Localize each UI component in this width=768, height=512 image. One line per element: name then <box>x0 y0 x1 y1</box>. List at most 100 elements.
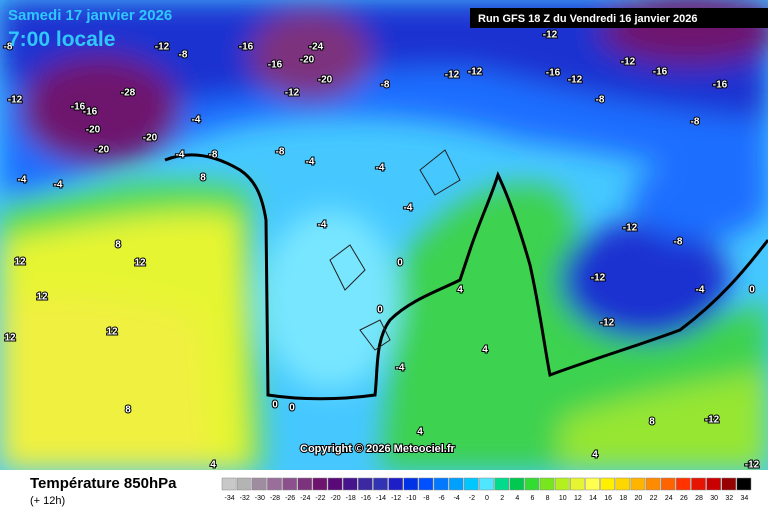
contour-label: -12 <box>568 75 583 86</box>
contour-label: -8 <box>674 237 683 248</box>
scale-swatch <box>297 477 313 491</box>
contour-label: -8 <box>596 95 605 106</box>
scale-swatch <box>252 477 267 491</box>
scale-swatch <box>676 477 691 491</box>
contour-label: -4 <box>404 203 413 214</box>
contour-label: -12 <box>621 57 636 68</box>
scale-label: -4 <box>454 495 460 502</box>
scale-swatch <box>615 477 631 491</box>
contour-label: 4 <box>592 450 598 461</box>
scale-label: 16 <box>604 495 612 502</box>
color-scale: -34 -32 -30 -28 -26 -24 -22 -20 -18 -16 -14 -12 -10-… <box>221 477 752 502</box>
scale-label: 4 <box>515 495 519 502</box>
contour-label: -8 <box>4 42 13 53</box>
contour-label: -4 <box>696 285 705 296</box>
scale-swatch <box>479 477 494 491</box>
scale-swatch <box>342 477 358 491</box>
scale-label: 10 <box>559 495 567 502</box>
scale-swatch <box>221 477 237 491</box>
scale-label: 6 <box>530 495 534 502</box>
scale-label: 28 <box>695 495 703 502</box>
contour-label: -12 <box>705 415 720 426</box>
contour-label: 8 <box>200 173 206 184</box>
contour-label: -8 <box>381 80 390 91</box>
coastline-detail <box>329 149 461 351</box>
scale-label: 0 <box>485 495 489 502</box>
run-info: Run GFS 18 Z du Vendredi 16 janvier 2026 <box>478 13 697 25</box>
scale-label: -26 <box>285 495 295 502</box>
scale-label: -18 <box>346 495 356 502</box>
scale-label: -22 <box>315 495 325 502</box>
scale-label: 2 <box>500 495 504 502</box>
contour-label: 4 <box>210 460 216 471</box>
scale-swatch <box>282 477 297 491</box>
scale-swatch <box>721 477 737 491</box>
contour-label: -16 <box>239 42 254 53</box>
scale-swatch <box>691 477 706 491</box>
contour-label: -16 <box>713 80 728 91</box>
scale-swatch <box>327 477 343 491</box>
scale-swatch <box>524 477 540 491</box>
scale-swatch <box>373 477 388 491</box>
scale-label: -12 <box>391 495 401 502</box>
scale-label: 18 <box>619 495 627 502</box>
contour-label: -8 <box>209 150 218 161</box>
contour-label: -12 <box>285 88 300 99</box>
contour-label: 12 <box>106 327 118 338</box>
scale-swatch <box>660 477 676 491</box>
contour-label: 12 <box>134 258 146 269</box>
scale-swatch <box>418 477 434 491</box>
scale-swatch <box>706 477 721 491</box>
scale-swatch <box>736 477 752 491</box>
contour-label: -20 <box>318 75 333 86</box>
contour-label: 4 <box>457 285 463 296</box>
contour-label: 8 <box>115 240 121 251</box>
contour-label: -16 <box>71 102 86 113</box>
variable-name: Température 850hPa <box>30 475 177 492</box>
scale-label: 12 <box>574 495 582 502</box>
contour-label: -12 <box>745 460 760 471</box>
contour-label: -4 <box>192 115 201 126</box>
scale-swatch <box>312 477 328 491</box>
scale-label: -30 <box>255 495 265 502</box>
map-date: Samedi 17 janvier 2026 <box>8 7 172 24</box>
contour-label: -16 <box>83 107 98 118</box>
coast-front-line <box>164 153 768 401</box>
contour-label: 12 <box>36 292 48 303</box>
scale-label: -10 <box>406 495 416 502</box>
map-time: 7:00 locale <box>8 28 115 51</box>
scale-label: 24 <box>665 495 673 502</box>
contour-label: -8 <box>276 147 285 158</box>
map-field: -8 -12-8-16-16-24-20-20-12-8-28-16-16-20-… <box>0 0 768 471</box>
scale-swatch <box>509 477 525 491</box>
contour-label: 12 <box>14 257 26 268</box>
contour-label: -12 <box>600 318 615 329</box>
contour-label: -8 <box>691 117 700 128</box>
contour-label: -4 <box>306 157 315 168</box>
contour-label: 0 <box>397 258 403 269</box>
contour-label: 4 <box>482 345 488 356</box>
contour-label: -28 <box>121 88 136 99</box>
contour-label: 0 <box>377 305 383 316</box>
scale-swatch <box>403 477 419 491</box>
scale-swatch <box>645 477 661 491</box>
contour-label: 0 <box>289 403 295 414</box>
contour-label: -16 <box>268 60 283 71</box>
contour-label: -12 <box>623 223 638 234</box>
scale-swatch <box>539 477 555 491</box>
scale-swatch <box>464 477 479 491</box>
scale-label: 20 <box>635 495 643 502</box>
scale-swatch <box>570 477 585 491</box>
contour-label: -12 <box>468 67 483 78</box>
scale-swatch <box>448 477 464 491</box>
scale-swatch <box>433 477 449 491</box>
contour-label: 0 <box>272 400 278 411</box>
contour-label: -4 <box>396 363 405 374</box>
scale-label: -24 <box>300 495 310 502</box>
scale-label: -16 <box>361 495 371 502</box>
contour-label: -20 <box>143 133 158 144</box>
scale-label: -14 <box>376 495 386 502</box>
contour-label: -12 <box>591 273 606 284</box>
scale-swatch <box>554 477 570 491</box>
